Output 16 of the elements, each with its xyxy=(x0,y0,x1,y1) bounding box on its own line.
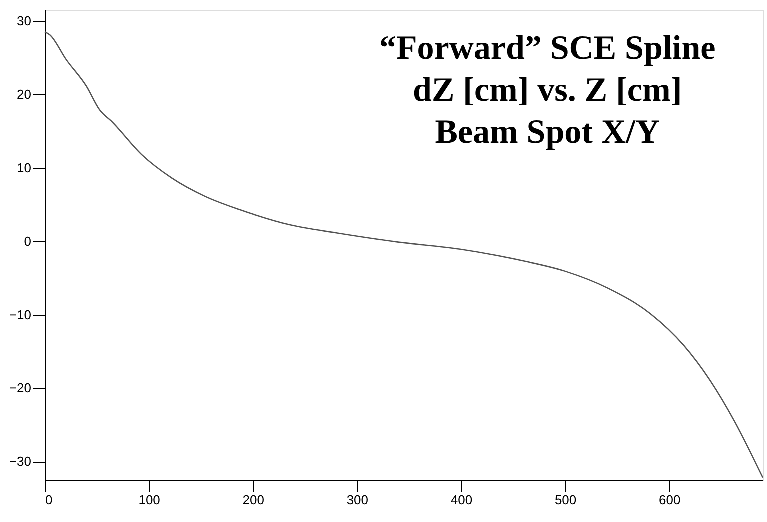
x-tick-label: 100 xyxy=(138,492,160,508)
x-tick-label: 600 xyxy=(658,492,681,508)
y-tick-label: 10 xyxy=(17,160,32,176)
y-tick-label: 30 xyxy=(17,14,32,29)
y-tick-label: −20 xyxy=(9,380,32,396)
x-tick-label: 200 xyxy=(242,492,264,508)
line-series xyxy=(44,31,764,478)
x-tick-label: 500 xyxy=(554,492,577,508)
y-tick-label: 0 xyxy=(24,234,32,249)
y-tick-label: −30 xyxy=(9,454,32,470)
x-tick-label: 0 xyxy=(46,492,53,508)
x-tick-label: 400 xyxy=(450,492,473,508)
text: “Forward” SCE Spline dZ [cm] vs. Z [cm] Beam Spot X/Y xyxy=(379,30,716,151)
y-tick-label: −10 xyxy=(9,307,32,322)
y-tick-label: 20 xyxy=(17,86,32,102)
x-tick-label: 300 xyxy=(346,492,369,508)
